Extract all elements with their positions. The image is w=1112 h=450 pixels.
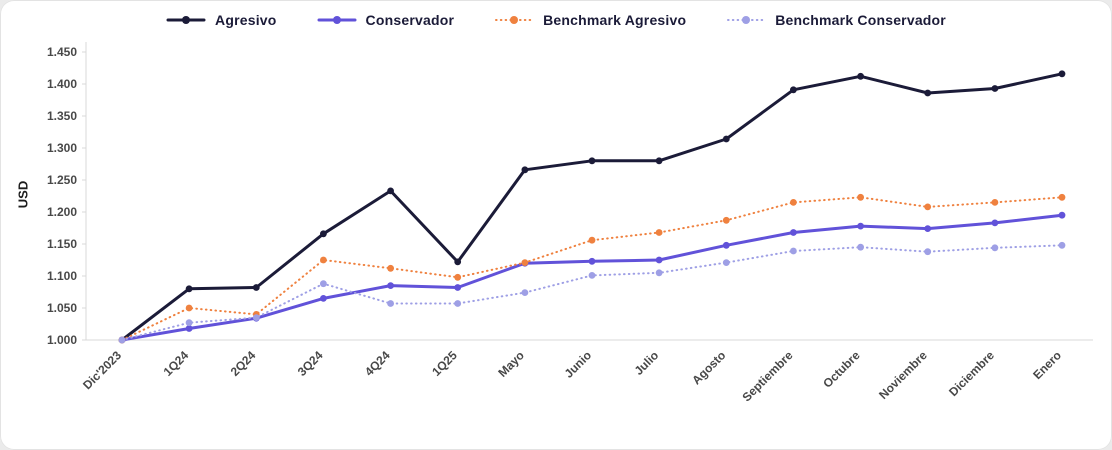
legend-marker-benchmark-conservador (727, 16, 766, 24)
svg-text:1.150: 1.150 (47, 237, 77, 251)
legend-item-benchmark-agresivo: Benchmark Agresivo (494, 12, 686, 28)
legend-label-agresivo: Agresivo (215, 12, 277, 28)
svg-text:1.100: 1.100 (47, 269, 77, 283)
y-axis-ticks: 1.000 1.050 1.100 1.150 1.200 1.250 1.300 1.350… (47, 45, 86, 347)
legend-marker-conservador (317, 16, 357, 24)
legend-marker-benchmark-agresivo (495, 16, 534, 24)
svg-text:1Q25: 1Q25 (429, 348, 460, 379)
series-benchmark-agresivo (118, 193, 1066, 344)
legend-label-benchmark-conservador: Benchmark Conservador (775, 12, 946, 28)
svg-text:Diciembre: Diciembre (946, 348, 997, 399)
svg-text:4Q24: 4Q24 (362, 348, 393, 379)
series-benchmark-conservador (118, 241, 1066, 344)
svg-text:Octubre: Octubre (820, 348, 863, 391)
legend-label-benchmark-agresivo: Benchmark Agresivo (543, 12, 687, 28)
svg-text:1.450: 1.450 (47, 45, 77, 59)
svg-text:Noviembre: Noviembre (876, 348, 930, 402)
svg-text:1.400: 1.400 (47, 77, 77, 91)
svg-text:1.050: 1.050 (47, 301, 77, 315)
svg-text:Agosto: Agosto (689, 348, 728, 387)
svg-text:2Q24: 2Q24 (228, 348, 259, 379)
legend-item-conservador: Conservador (317, 12, 455, 28)
svg-text:3Q24: 3Q24 (295, 348, 326, 379)
svg-text:1.250: 1.250 (47, 173, 77, 187)
axes (85, 42, 1093, 341)
legend-marker-agresivo (166, 16, 206, 24)
svg-text:Dic'2023: Dic'2023 (80, 348, 124, 392)
y-axis-title: USD (15, 180, 31, 209)
svg-text:1.000: 1.000 (47, 333, 77, 347)
svg-text:Junio: Junio (562, 348, 595, 381)
svg-text:1.300: 1.300 (47, 141, 77, 155)
legend-item-benchmark-conservador: Benchmark Conservador (726, 12, 946, 28)
chart-legend: Agresivo Conservador Benchmark Agresivo … (0, 12, 1112, 28)
svg-text:1.350: 1.350 (47, 109, 77, 123)
svg-text:Septiembre: Septiembre (739, 348, 795, 404)
svg-text:Julio: Julio (632, 348, 662, 378)
svg-text:1Q24: 1Q24 (161, 348, 192, 379)
svg-text:Enero: Enero (1030, 348, 1064, 382)
svg-text:1.200: 1.200 (47, 205, 77, 219)
x-axis-labels: Dic'2023 1Q24 2Q24 3Q24 4Q24 1Q25 Mayo Junio Jul… (80, 348, 1064, 404)
legend-label-conservador: Conservador (365, 12, 455, 28)
legend-item-agresivo: Agresivo (166, 12, 277, 28)
svg-text:Mayo: Mayo (495, 348, 527, 380)
